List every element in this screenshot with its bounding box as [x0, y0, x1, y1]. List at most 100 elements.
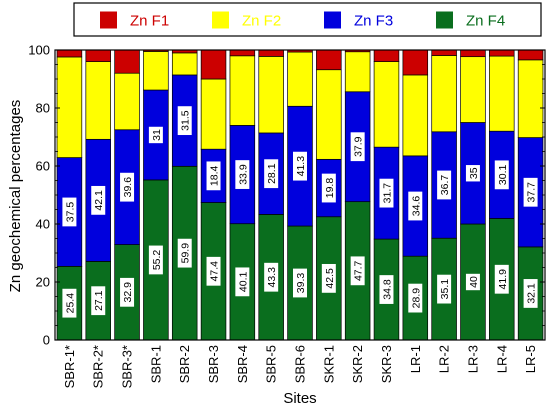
data-label-bg: [437, 274, 452, 304]
bar-segment-zn-f2-sbr6: [287, 51, 313, 107]
data-label-zn-f3: 31.5: [177, 106, 192, 136]
data-label-text: 37.9: [353, 136, 365, 157]
data-label-zn-f3: 39.6: [120, 172, 135, 202]
data-label-text: 40.1: [237, 271, 249, 292]
data-label-bg: [91, 286, 106, 316]
data-label-text: 30.1: [497, 164, 509, 185]
bar-segment-zn-f1-sbr3: [114, 49, 140, 74]
x-tick-label: SBR-1: [148, 345, 163, 383]
bar-segment-zn-f2-skr3: [373, 61, 400, 148]
x-tick-label: SBR-3: [206, 345, 221, 383]
data-label-zn-f3: 33.9: [235, 160, 250, 189]
data-label-text: 25.4: [64, 293, 76, 314]
data-label-zn-f4: 34.8: [379, 275, 394, 304]
bar-segment-zn-f1-sbr1: [56, 49, 83, 58]
data-label-zn-f3: 37.5: [62, 197, 77, 227]
data-label-text: 28.1: [266, 163, 278, 184]
data-label-bg: [293, 151, 307, 181]
bar-segment-zn-f2-sbr4: [229, 55, 256, 126]
bar-segment-zn-f2-lr2: [431, 55, 457, 133]
data-label-text: 47.4: [209, 261, 221, 282]
data-label-bg: [408, 191, 423, 221]
bar-segment-zn-f1-sbr5: [258, 49, 284, 57]
x-tick-label: SBR-3*: [120, 345, 135, 388]
x-tick-label: LR-5: [523, 345, 538, 373]
data-label-text: 19.8: [324, 178, 336, 199]
data-label-text: 33.9: [237, 164, 249, 185]
data-label-zn-f4: 25.4: [62, 288, 77, 318]
data-label-bg: [437, 170, 452, 200]
data-label-zn-f3: 41.3: [293, 151, 307, 181]
data-label-text: 59.9: [180, 243, 192, 264]
x-tick-label: SKR-3: [379, 345, 394, 383]
x-tick-label: SBR-6: [293, 345, 308, 383]
data-label-zn-f4: 35.1: [437, 274, 452, 304]
x-tick-label: SBR-1*: [62, 345, 77, 388]
x-tick-label: SBR-2*: [91, 345, 106, 388]
y-axis: 0 20 40 60 80 100: [28, 43, 545, 348]
data-label-zn-f4: 40.1: [235, 267, 250, 297]
data-label-bg: [494, 264, 509, 294]
data-label-zn-f3: 34.6: [408, 191, 423, 221]
data-label-bg: [177, 238, 192, 268]
data-label-zn-f4: 47.7: [350, 256, 365, 286]
data-label-bg: [350, 132, 365, 162]
y-tick-label: 20: [36, 275, 50, 290]
y-tick-label: 60: [36, 159, 50, 174]
legend-swatch-zn-f1: [100, 11, 117, 29]
legend-swatch-zn-f2: [212, 11, 229, 29]
bar-segment-zn-f1-sbr4: [229, 49, 256, 57]
legend-label-zn-f2: Zn F2: [242, 13, 281, 30]
data-label-bg: [465, 165, 480, 182]
data-label-zn-f3: 37.7: [523, 177, 538, 207]
x-tick-label: SBR-5: [264, 345, 279, 383]
y-axis-title: Zn geochemical percentages: [7, 100, 24, 293]
data-label-text: 37.7: [526, 182, 538, 203]
data-label-bg: [148, 126, 163, 144]
data-label-bg: [523, 279, 538, 308]
data-label-text: 18.4: [209, 165, 221, 186]
data-label-text: 31.5: [180, 110, 192, 131]
plot-area: 25.4 37.5 27.1 42.1 32.9 39.6 55.2 31 59.9 31.5 47…: [54, 49, 546, 341]
data-label-zn-f3: 19.8: [321, 173, 336, 203]
x-tick-label: SBR-4: [235, 345, 250, 383]
data-label-zn-f4: 42.5: [321, 263, 336, 293]
data-label-bg: [523, 177, 538, 207]
data-label-bg: [235, 267, 250, 297]
data-label-zn-f4: 40: [465, 273, 480, 291]
data-label-text: 55.2: [151, 250, 163, 271]
x-tick-label: SKR-2: [350, 345, 365, 383]
data-label-bg: [293, 268, 307, 298]
data-label-bg: [206, 161, 221, 191]
data-label-zn-f3: 30.1: [494, 160, 509, 190]
data-label-text: 36.7: [439, 175, 451, 196]
data-label-bg: [379, 178, 394, 208]
data-label-text: 41.9: [497, 269, 509, 290]
data-label-zn-f4: 43.3: [264, 262, 279, 292]
data-label-zn-f4: 28.9: [408, 283, 423, 313]
bar-segment-zn-f2-sbr3: [114, 72, 140, 131]
data-label-bg: [264, 262, 279, 292]
legend-swatch-zn-f4: [436, 11, 453, 29]
data-label-zn-f4: 41.9: [494, 264, 509, 294]
data-label-zn-f4: 59.9: [177, 238, 192, 268]
data-label-bg: [264, 159, 279, 189]
x-tick-label: LR-3: [465, 345, 480, 373]
data-label-zn-f3: 18.4: [206, 161, 221, 191]
x-tick-label: SKR-1: [321, 345, 336, 383]
legend-box: [73, 2, 542, 37]
y-tick-label: 100: [28, 43, 50, 58]
data-label-text: 41.3: [295, 156, 307, 177]
data-label-bg: [148, 245, 163, 275]
data-label-text: 39.6: [122, 177, 134, 198]
bar-segment-zn-f2-lr1: [402, 74, 429, 157]
data-label-text: 43.3: [266, 267, 278, 288]
x-tick-label: LR-4: [494, 345, 509, 373]
data-label-text: 27.1: [93, 290, 105, 311]
bar-segment-zn-f1-lr4: [489, 49, 515, 57]
data-label-bg: [408, 283, 423, 313]
data-label-text: 31.7: [381, 183, 393, 204]
data-label-zn-f4: 47.4: [206, 256, 221, 286]
bar-segment-zn-f1-lr3: [460, 49, 486, 58]
